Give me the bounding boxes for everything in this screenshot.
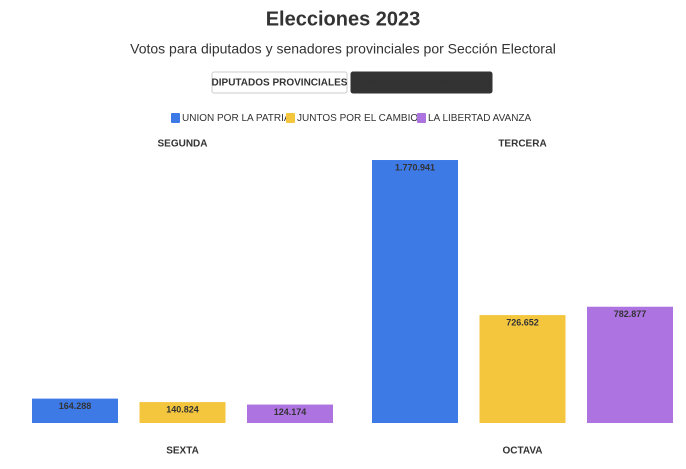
panel-label: TERCERA: [498, 139, 546, 150]
bar: [139, 402, 226, 423]
panel-label: OCTAVA: [503, 446, 543, 457]
bar: [479, 315, 566, 423]
panel-label: SEGUNDA: [157, 139, 207, 150]
value-label: 124.174: [274, 407, 307, 417]
value-label: 140.824: [166, 404, 199, 414]
chart-title: Elecciones 2023: [266, 8, 421, 30]
bar: [247, 404, 333, 423]
legend-swatch: [417, 113, 426, 123]
tab-label[interactable]: DIPUTADOS PROVINCIALES: [212, 78, 348, 89]
panel-label: SEXTA: [166, 446, 199, 457]
value-label: 726.652: [506, 317, 539, 327]
bar: [587, 306, 673, 423]
value-label: 164.288: [59, 401, 92, 411]
bar: [372, 160, 458, 423]
legend-swatch: [171, 113, 180, 123]
bar: [32, 398, 118, 423]
value-label: 782.877: [614, 309, 647, 319]
legend-label: JUNTOS POR EL CAMBIO: [297, 113, 418, 124]
chart-subtitle: Votos para diputados y senadores provinc…: [130, 41, 556, 57]
legend-label: UNION POR LA PATRIA: [182, 113, 291, 124]
value-label: 1.770.941: [395, 162, 435, 172]
tab-label[interactable]: SENADORES PROVINCIALES: [351, 78, 492, 89]
tab[interactable]: [211, 71, 348, 94]
legend-label: LA LIBERTAD AVANZA: [428, 113, 532, 124]
legend-swatch: [286, 113, 295, 123]
tab[interactable]: [350, 71, 493, 94]
